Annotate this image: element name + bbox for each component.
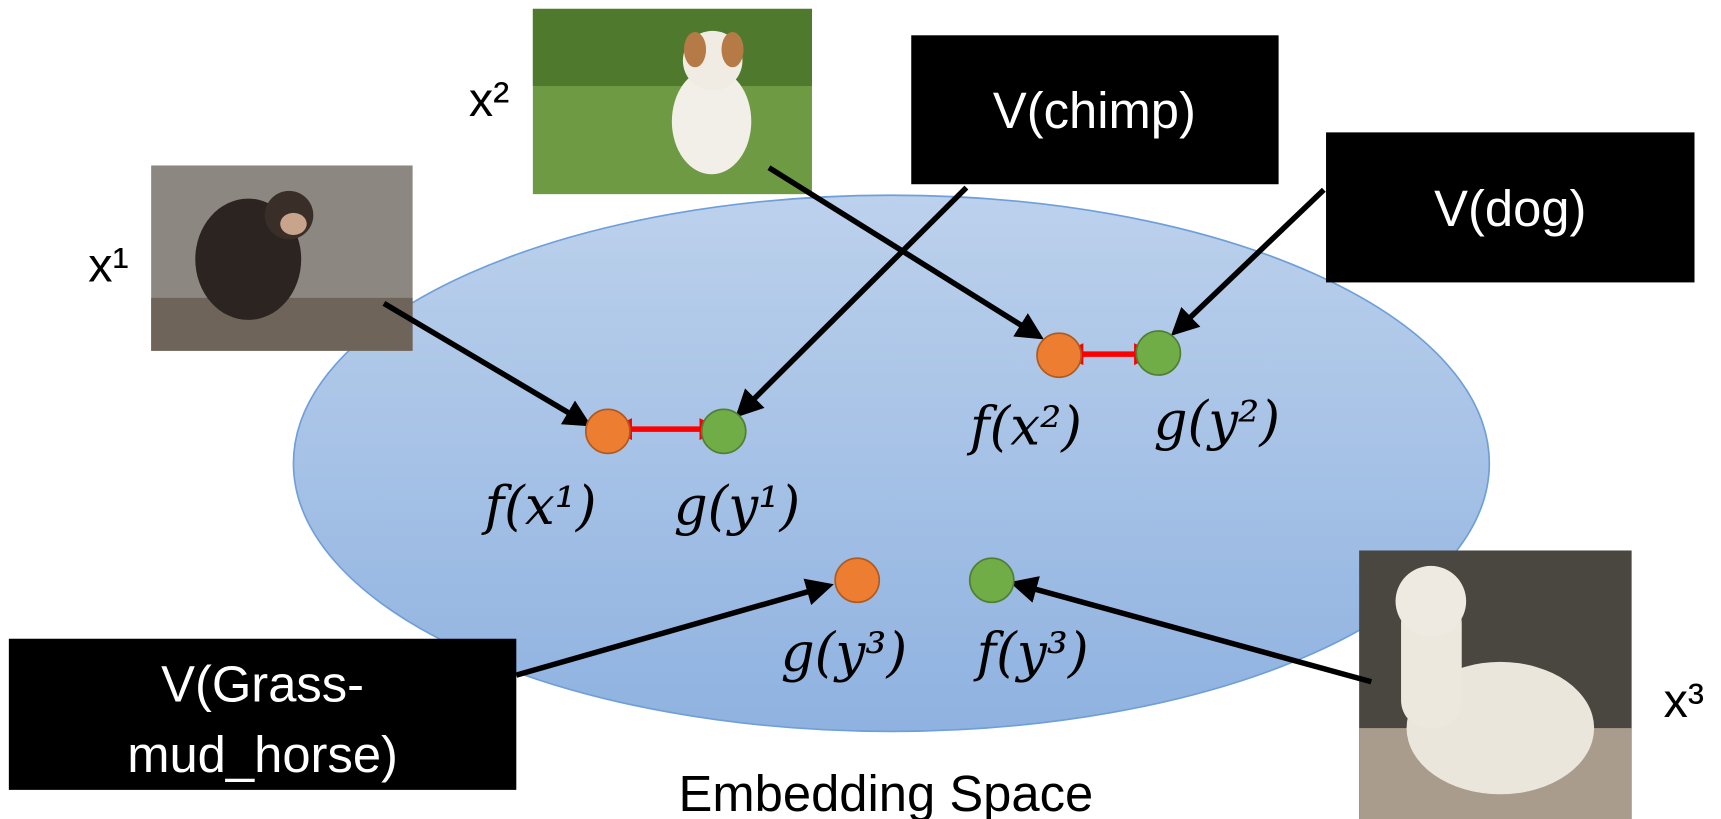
points [584,330,1182,604]
point-label: g(y¹) [674,476,800,537]
input-label: x² [469,73,509,127]
input-label: x¹ [88,238,128,292]
box-label: V(Grass- [161,656,364,713]
box [8,638,517,790]
arrows [382,165,1373,685]
point-label: g(y³) [781,623,907,684]
point-label: f(y³) [973,623,1089,684]
box [911,35,1279,185]
space-label: Embedding Space [679,765,1094,819]
alpaca-image [1359,550,1632,819]
dog-image [532,8,812,195]
box [1326,132,1695,283]
chimp-image [151,165,413,351]
point-label: g(y²) [1154,391,1280,452]
box-label: V(chimp) [993,82,1196,139]
point-label: f(x²) [966,397,1082,458]
box-label: V(dog) [1434,180,1586,237]
box-label: mud_horse) [127,726,398,783]
input-label: x³ [1664,674,1704,728]
point-label: f(x¹) [481,476,597,537]
